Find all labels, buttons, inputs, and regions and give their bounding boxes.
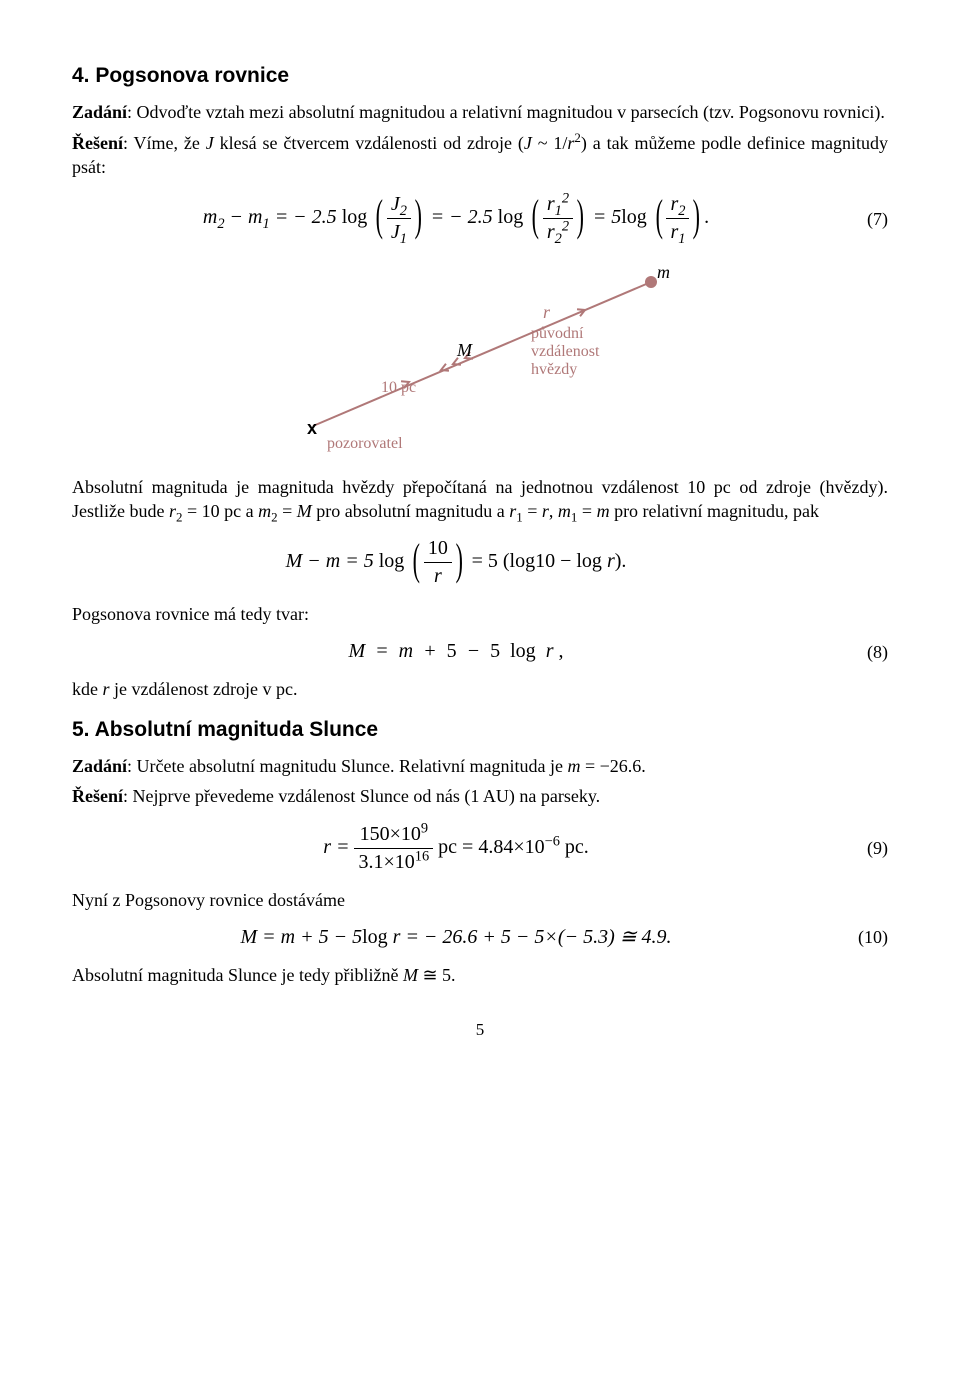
zadani-label-5: Zadání [72, 756, 127, 776]
zadani-label: Zadání [72, 102, 127, 122]
svg-text:m: m [657, 262, 670, 282]
section-5-heading: 5. Absolutní magnituda Slunce [72, 716, 888, 744]
svg-text:vzdálenost: vzdálenost [531, 343, 600, 360]
equation-9-number: (9) [840, 836, 888, 860]
equation-9-body: r = 150×1093.1×1016 pc = 4.84×10−6 pc. [72, 821, 840, 876]
section-4-reseni-intro: Řešení: Víme, že J klesá se čtvercem vzd… [72, 131, 888, 180]
equation-8-number: (8) [840, 640, 888, 664]
pogson-diagram: m M 10 pc r původní vzdálenost hvězdy x … [72, 258, 888, 464]
svg-text:x: x [307, 418, 317, 438]
svg-text:hvězdy: hvězdy [531, 361, 577, 378]
equation-10-body: M = m + 5 − 5log r = − 26.6 + 5 − 5×(− 5… [72, 924, 840, 951]
reseni-label-5: Řešení [72, 786, 123, 806]
zadani-text: : Odvoďte vztah mezi absolutní magnitudo… [127, 102, 885, 122]
equation-10: M = m + 5 − 5log r = − 26.6 + 5 − 5×(− 5… [72, 924, 888, 951]
section-4-heading: 4. Pogsonova rovnice [72, 62, 888, 90]
reseni-label: Řešení [72, 133, 123, 153]
page-number: 5 [72, 1019, 888, 1042]
section-5-zadani: Zadání: Určete absolutní magnitudu Slunc… [72, 754, 888, 778]
equation-mid: M − m = 5 log (10r) = 5 (log10 − log r). [72, 535, 888, 590]
para-kde-r: kde r je vzdálenost zdroje v pc. [72, 677, 888, 701]
equation-mid-body: M − m = 5 log (10r) = 5 (log10 − log r). [72, 535, 840, 590]
equation-8: M = m + 5 − 5 log r , (8) [72, 638, 888, 665]
para-absolute-def: Absolutní magnituda je magnituda hvězdy … [72, 475, 888, 524]
svg-text:pozorovatel: pozorovatel [327, 435, 403, 452]
svg-text:původní: původní [531, 325, 584, 342]
equation-10-number: (10) [840, 925, 888, 949]
para-final: Absolutní magnituda Slunce je tedy přibl… [72, 963, 888, 987]
diagram-svg: m M 10 pc r původní vzdálenost hvězdy x … [265, 258, 695, 458]
equation-7: m2 − m1 = − 2.5 log (J2J1) = − 2.5 log (… [72, 191, 888, 246]
equation-8-body: M = m + 5 − 5 log r , [72, 638, 840, 665]
section-4-zadani: Zadání: Odvoďte vztah mezi absolutní mag… [72, 100, 888, 124]
para-nyni: Nyní z Pogsonovy rovnice dostáváme [72, 888, 888, 912]
equation-9: r = 150×1093.1×1016 pc = 4.84×10−6 pc. (… [72, 821, 888, 876]
para-pogson-form: Pogsonova rovnice má tedy tvar: [72, 602, 888, 626]
svg-text:M: M [456, 340, 473, 360]
equation-7-number: (7) [840, 207, 888, 231]
svg-text:10 pc: 10 pc [381, 379, 416, 396]
svg-text:r: r [543, 302, 551, 322]
equation-7-body: m2 − m1 = − 2.5 log (J2J1) = − 2.5 log (… [72, 191, 840, 246]
section-5-reseni: Řešení: Nejprve převedeme vzdálenost Slu… [72, 784, 888, 808]
